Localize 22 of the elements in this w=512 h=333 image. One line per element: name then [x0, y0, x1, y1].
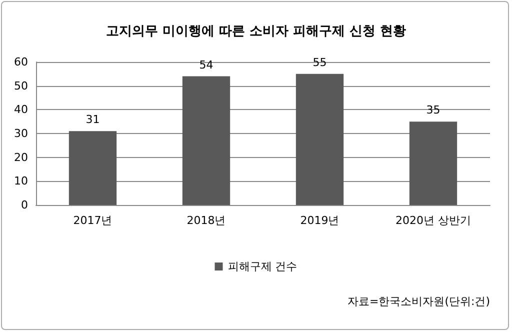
- y-tick-label: 60: [14, 56, 28, 68]
- y-tick-label: 40: [14, 103, 28, 116]
- bar: [296, 74, 344, 205]
- bar: [182, 76, 230, 205]
- y-tick-label: 30: [14, 127, 28, 140]
- y-tick-label: 10: [14, 174, 28, 188]
- x-tick-label: 2018년: [186, 214, 226, 227]
- data-label: 35: [426, 104, 440, 117]
- x-tick-label: 2020년 상반기: [396, 214, 471, 227]
- y-tick-label: 50: [14, 79, 28, 92]
- bar: [409, 122, 458, 205]
- bar: [68, 131, 117, 205]
- data-label: 31: [86, 113, 100, 126]
- data-label: 54: [199, 58, 214, 72]
- data-label: 55: [312, 56, 327, 69]
- x-tick-label: 2017년: [73, 214, 112, 227]
- legend-label: 피해구제 건수: [228, 260, 298, 273]
- y-tick-label: 0: [21, 198, 28, 212]
- chart-title: 고지의무 미이행에 따른 소비자 피해구제 신청 현황: [106, 24, 406, 39]
- y-tick-label: 20: [14, 150, 28, 164]
- x-tick-label: 2019년: [300, 214, 340, 227]
- text: 자료=한국소비자원(단위:건): [347, 295, 490, 308]
